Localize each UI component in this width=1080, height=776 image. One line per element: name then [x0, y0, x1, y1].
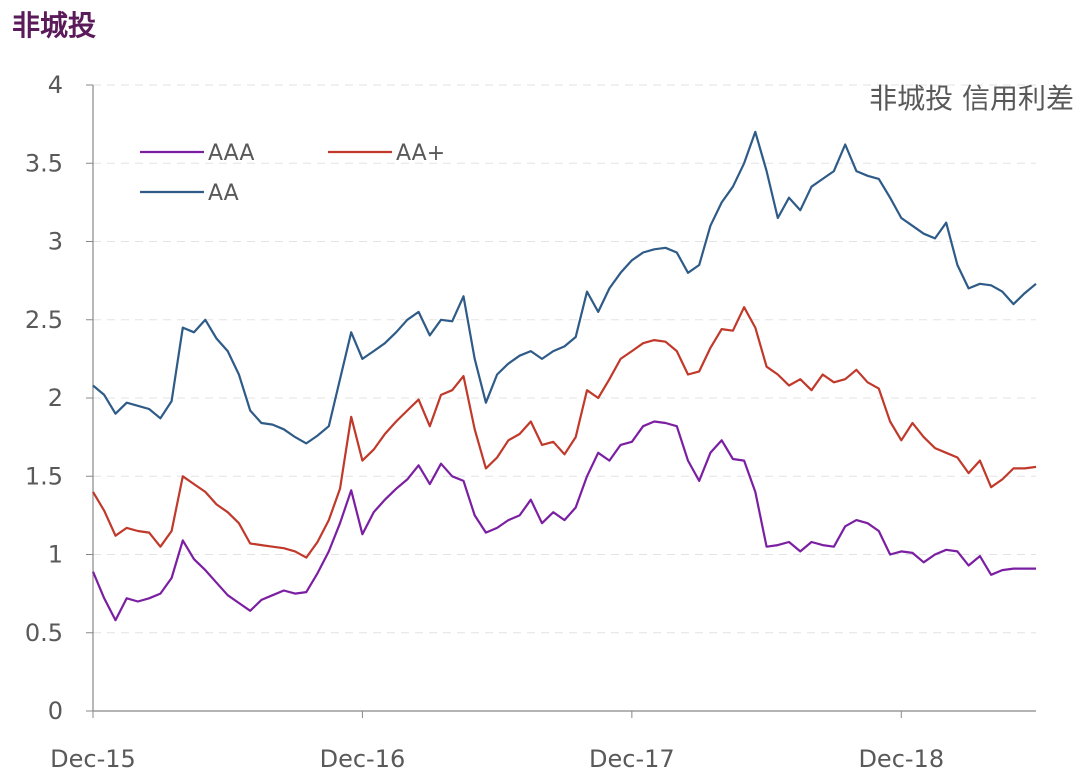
y-tick-label: 2	[48, 384, 63, 412]
x-tick-label: Dec-17	[589, 745, 675, 773]
x-tick-label: Dec-18	[858, 745, 944, 773]
legend-label: AA+	[396, 141, 445, 166]
y-tick-label: 3	[48, 228, 63, 256]
grid-lines	[93, 84, 1036, 634]
y-axis: 0 0.5 1 1.5 2 2.5 3 3.5 4	[25, 71, 94, 725]
y-tick-label: 1.5	[25, 462, 63, 490]
y-tick-label: 3.5	[25, 149, 63, 177]
legend: AAA AA+ AA	[140, 141, 445, 206]
y-tick-label: 0.5	[25, 619, 63, 647]
series-line-aa	[92, 130, 1037, 445]
x-axis: Dec-15 Dec-16 Dec-17 Dec-18	[50, 710, 1036, 773]
page-title: 非城投	[12, 9, 97, 42]
legend-label: AAA	[208, 141, 254, 166]
chart-title: 非城投 信用利差	[869, 82, 1074, 115]
y-tick-label: 1	[48, 541, 63, 569]
series-line-aaplus	[92, 306, 1037, 559]
y-tick-label: 4	[48, 71, 63, 99]
series-lines	[91, 130, 1037, 622]
x-tick-label: Dec-16	[320, 745, 406, 773]
series-line-aaa	[91, 420, 1036, 622]
y-tick-label: 2.5	[25, 306, 63, 334]
x-tick-label: Dec-15	[50, 745, 136, 773]
legend-label: AA	[208, 181, 239, 206]
y-tick-label: 0	[48, 697, 63, 725]
